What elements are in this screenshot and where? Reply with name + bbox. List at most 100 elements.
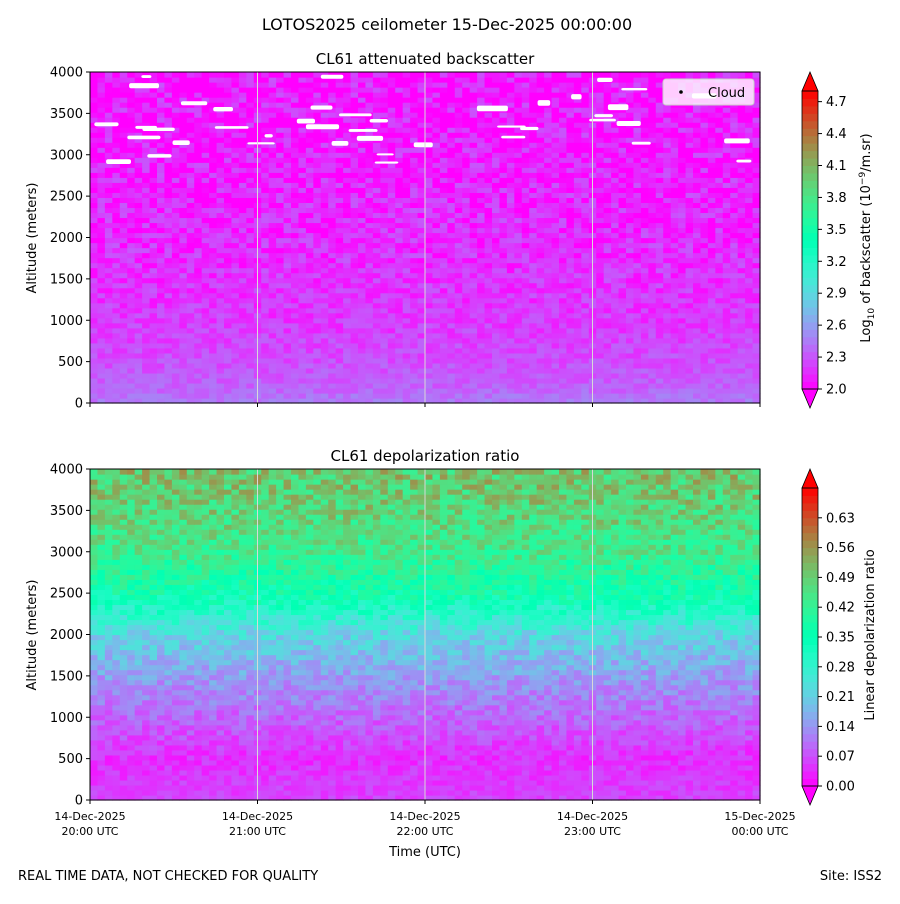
field-cell <box>737 377 746 384</box>
field-cell <box>142 282 151 289</box>
field-cell <box>685 392 694 399</box>
field-cell <box>328 307 337 314</box>
field-cell <box>655 287 664 294</box>
field-cell <box>737 392 746 399</box>
field-cell <box>707 132 716 138</box>
field-cell <box>104 372 113 379</box>
field-cell <box>179 132 188 138</box>
field-cell <box>529 377 538 384</box>
field-cell <box>715 257 724 264</box>
field-cell <box>670 222 679 229</box>
field-cell <box>536 302 545 309</box>
field-cell <box>350 182 359 188</box>
field-cell <box>633 172 642 178</box>
field-cell <box>142 387 151 394</box>
field-cell <box>603 222 612 229</box>
field-cell <box>112 182 121 188</box>
field-cell <box>201 312 210 319</box>
field-cell <box>261 187 270 193</box>
field-cell <box>678 317 687 324</box>
field-cell <box>372 262 381 269</box>
field-cell <box>372 367 381 374</box>
field-cell <box>425 337 434 344</box>
field-cell <box>722 387 731 394</box>
field-cell <box>358 242 367 249</box>
field-cell <box>603 217 612 224</box>
field-cell <box>693 177 702 183</box>
field-cell <box>611 172 620 178</box>
field-cell <box>648 307 657 314</box>
field-cell <box>439 397 448 404</box>
field-cell <box>119 272 128 279</box>
field-cell <box>752 127 761 133</box>
field-cell <box>670 337 679 344</box>
field-cell <box>157 342 166 349</box>
field-cell <box>97 227 106 234</box>
field-cell <box>268 387 277 394</box>
field-cell <box>663 127 672 133</box>
field-cell <box>358 172 367 178</box>
field-cell <box>134 147 143 153</box>
field-cell <box>618 182 627 188</box>
field-cell <box>715 287 724 294</box>
field-cell <box>551 292 560 299</box>
field-cell <box>224 202 233 209</box>
field-cell <box>573 132 582 138</box>
field-cell <box>685 212 694 219</box>
field-cell <box>201 372 210 379</box>
field-cell <box>626 352 635 359</box>
field-cell <box>469 212 478 219</box>
field-cell <box>238 292 247 299</box>
field-cell <box>343 342 352 349</box>
field-cell <box>283 367 292 374</box>
field-cell <box>134 277 143 284</box>
field-cell <box>119 367 128 374</box>
field-cell <box>350 177 359 183</box>
field-cell <box>380 257 389 264</box>
field-cell <box>715 297 724 304</box>
field-cell <box>685 352 694 359</box>
field-cell <box>313 377 322 384</box>
field-cell <box>387 222 396 229</box>
field-cell <box>298 232 307 239</box>
field-cell <box>477 327 486 334</box>
field-cell <box>372 187 381 193</box>
field-cell <box>432 362 441 369</box>
field-cell <box>305 292 314 299</box>
field-cell <box>693 337 702 344</box>
field-cell <box>335 277 344 284</box>
field-cell <box>521 137 530 143</box>
field-cell <box>492 372 501 379</box>
field-cell <box>134 172 143 178</box>
field-cell <box>752 372 761 379</box>
field-cell <box>566 127 575 133</box>
field-cell <box>320 272 329 279</box>
field-cell <box>432 187 441 193</box>
field-cell <box>477 387 486 394</box>
field-cell <box>581 202 590 209</box>
field-cell <box>149 302 158 309</box>
field-cell <box>722 227 731 234</box>
field-cell <box>313 257 322 264</box>
field-cell <box>104 252 113 259</box>
field-cell <box>707 152 716 158</box>
field-cell <box>559 367 568 374</box>
field-cell <box>216 292 225 299</box>
field-cell <box>566 372 575 379</box>
field-cell <box>477 382 486 389</box>
field-cell <box>186 392 195 399</box>
field-cell <box>745 337 754 344</box>
field-cell <box>313 327 322 334</box>
field-cell <box>171 242 180 249</box>
field-cell <box>186 222 195 229</box>
field-cell <box>387 197 396 203</box>
field-cell <box>685 222 694 229</box>
field-cell <box>186 122 195 128</box>
field-cell <box>559 227 568 234</box>
field-cell <box>171 132 180 138</box>
field-cell <box>372 267 381 274</box>
field-cell <box>335 397 344 404</box>
field-cell <box>551 227 560 234</box>
field-cell <box>499 322 508 329</box>
field-cell <box>171 142 180 148</box>
